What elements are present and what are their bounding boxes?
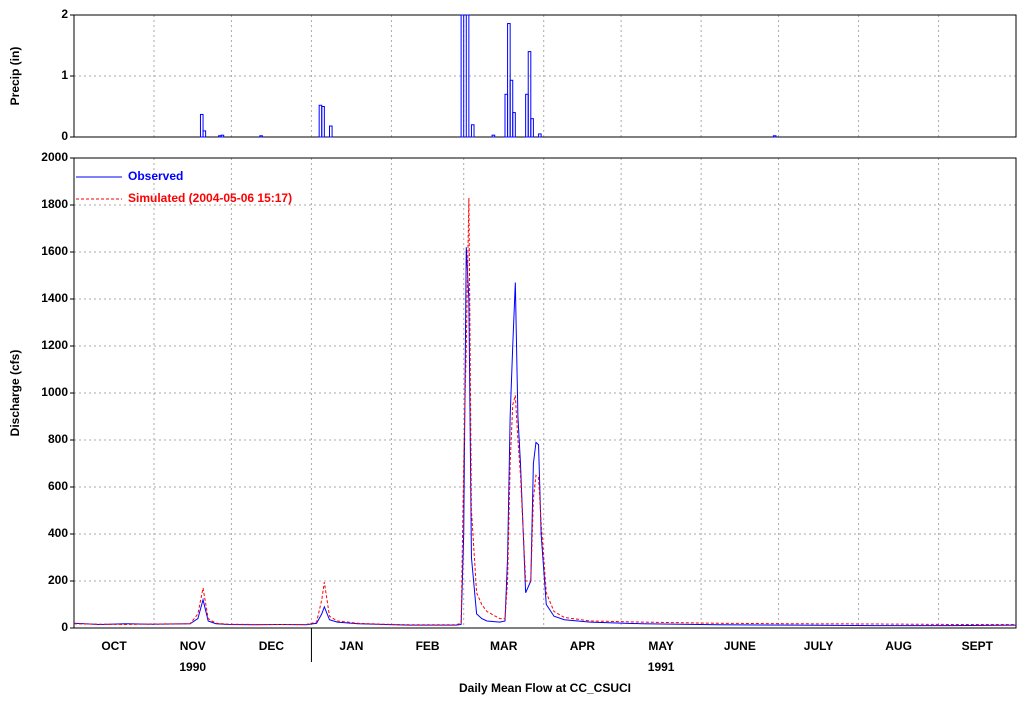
y-tick-label: 2 [61,7,68,21]
x-axis-label: Daily Mean Flow at CC_CSUCI [459,681,631,695]
year-label: 1991 [648,660,675,674]
precip-bar [220,134,225,138]
y-tick-label: 400 [48,526,68,540]
y-tick-label: 2000 [41,150,68,164]
y-tick-label: 1600 [41,244,68,258]
x-tick-label: NOV [180,639,206,653]
y-tick-label: 1800 [41,197,68,211]
x-tick-label: MAY [648,639,674,653]
y-tick-label: 0 [61,620,68,634]
precip-bar [329,125,333,138]
plot-frame [73,157,1017,629]
x-tick-label: JUNE [724,639,756,653]
precip-bar [202,130,207,138]
precip-bar [509,79,514,138]
y-tick-label: 1200 [41,338,68,352]
x-tick-label: APR [570,639,596,653]
precip-bar [530,118,534,138]
precip-bar [465,14,470,138]
x-tick-label: FEB [416,639,440,653]
y-tick-label: 1000 [41,385,68,399]
y-axis-label: Discharge (cfs) [8,350,22,437]
x-tick-label: AUG [885,639,912,653]
precip-bar [527,51,532,138]
precip-bar [772,135,777,138]
x-tick-label: DEC [259,639,285,653]
precip-bar [512,112,516,138]
y-tick-label: 1400 [41,291,68,305]
precip-bar [538,133,542,138]
year-label: 1990 [179,660,206,674]
y-axis-label: Precip (in) [8,47,22,106]
x-tick-label: JAN [339,639,363,653]
x-tick-label: JULY [804,639,834,653]
legend-label: Simulated (2004-05-06 15:17) [128,191,292,205]
x-tick-label: MAR [490,639,518,653]
y-tick-label: 600 [48,479,68,493]
y-tick-label: 200 [48,573,68,587]
precip-bar [491,134,496,138]
legend-label: Observed [128,169,183,183]
plot-frame [73,14,1017,138]
y-tick-label: 0 [61,129,68,143]
y-tick-label: 800 [48,432,68,446]
x-tick-label: OCT [101,639,127,653]
x-tick-label: SEPT [962,639,994,653]
series-line [73,197,1016,626]
precip-bar [259,135,263,138]
precip-bar [460,14,465,138]
y-tick-label: 1 [61,68,68,82]
precip-bar [470,124,475,138]
precip-bar [199,113,204,138]
series-line [73,247,1017,627]
precip-bar [321,106,325,138]
